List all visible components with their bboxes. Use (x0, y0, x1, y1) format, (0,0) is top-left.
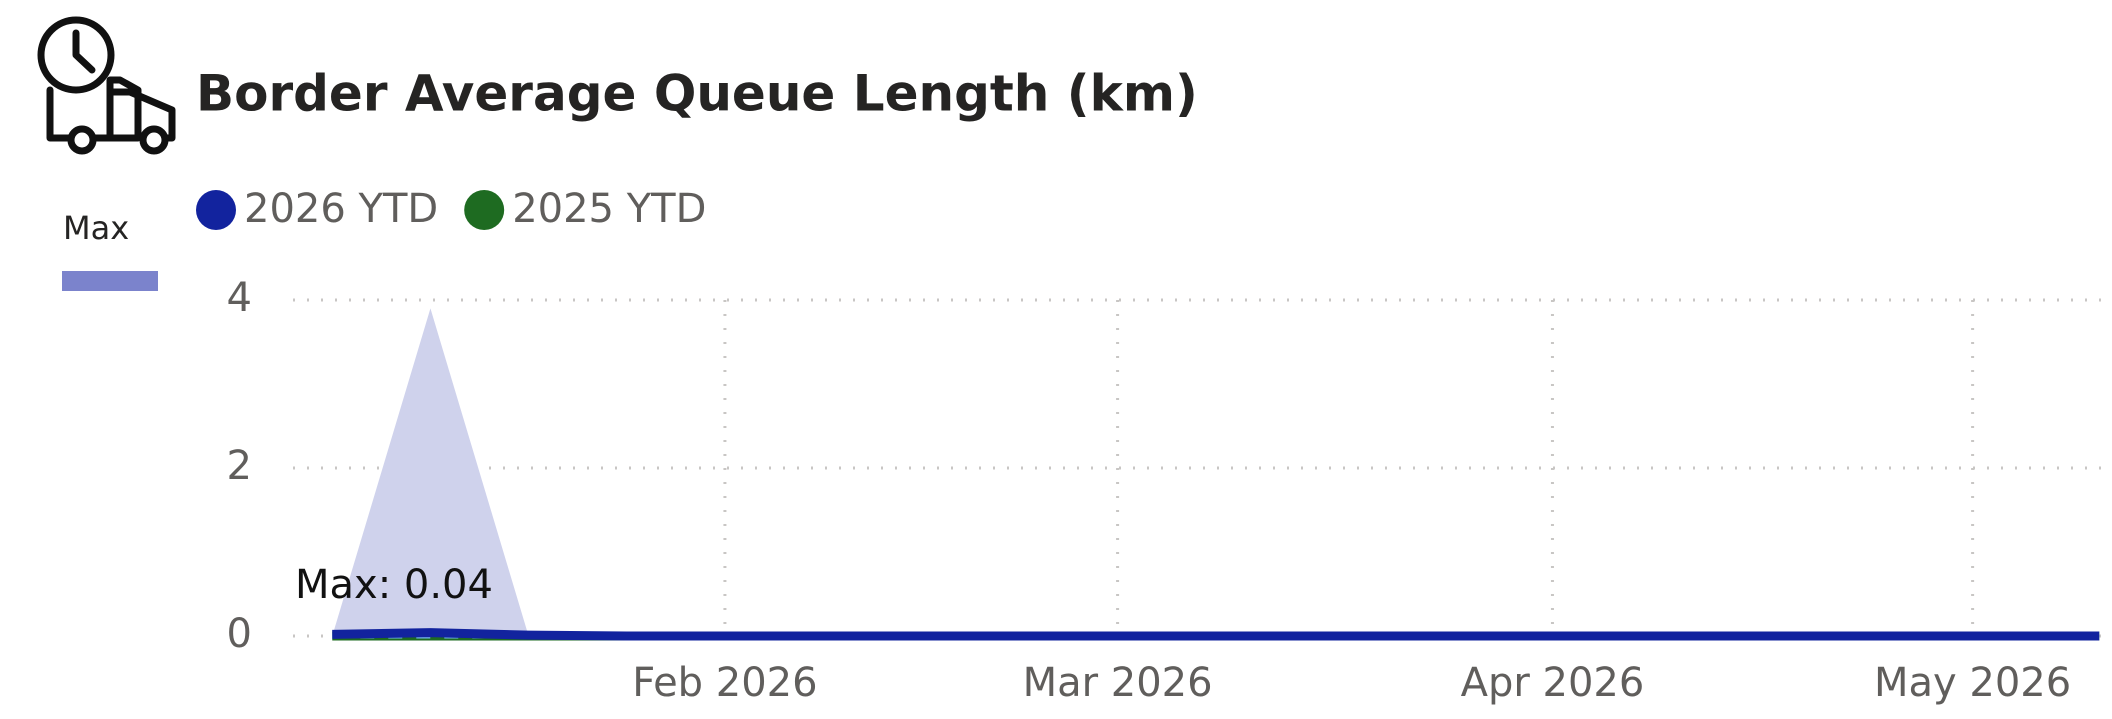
band-legend-label: Max (63, 209, 129, 247)
series-line (332, 628, 2100, 641)
x-tick-label: Feb 2026 (632, 660, 817, 706)
legend-key (196, 190, 236, 230)
y-tick-label: 2 (227, 443, 252, 489)
band-legend-key (62, 271, 158, 291)
legend-label: 2025 YTD (512, 186, 706, 232)
icon (37, 16, 176, 155)
x-tick-label: Apr 2026 (1461, 660, 1645, 706)
legend-key (464, 190, 505, 230)
x-tick-label: May 2026 (1874, 660, 2071, 706)
x-tick-label: Mar 2026 (1023, 660, 1213, 706)
chart-title: Border Average Queue Length (km) (196, 65, 1198, 123)
legend-label: 2026 YTD (244, 186, 438, 232)
band-area (332, 308, 2100, 636)
y-tick-label: 0 (227, 611, 252, 657)
annotation: Max: 0.04 (295, 562, 493, 608)
y-tick-label: 4 (227, 275, 252, 321)
